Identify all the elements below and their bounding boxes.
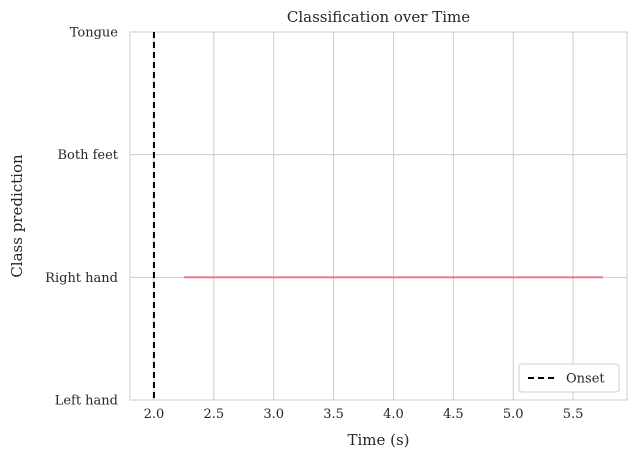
x-grid	[153, 32, 574, 400]
legend-box	[518, 363, 620, 393]
x-tick-label: 4.5	[443, 407, 464, 422]
x-tick-label: 5.0	[503, 407, 524, 422]
chart-title: Classification over Time	[287, 8, 470, 26]
legend-onset-label: Onset	[566, 372, 605, 387]
y-grid	[130, 31, 627, 401]
y-tick-label: Tongue	[70, 26, 119, 41]
x-axis-label: Time (s)	[347, 431, 409, 449]
legend: Onset	[518, 363, 620, 393]
y-tick-label: Right hand	[45, 271, 118, 286]
x-tick-label: 3.5	[323, 407, 344, 422]
y-tick-labels: Left hand Right hand Both feet Tongue	[45, 26, 119, 409]
plot-frame	[129, 31, 628, 401]
x-tick-label: 5.5	[563, 407, 584, 422]
y-axis-label: Class prediction	[8, 154, 26, 278]
x-tick-label: 3.0	[263, 407, 284, 422]
x-tick-label: 2.0	[144, 407, 165, 422]
x-tick-label: 4.0	[383, 407, 404, 422]
y-tick-label: Left hand	[55, 394, 118, 409]
x-tick-label: 2.5	[203, 407, 224, 422]
y-tick-label: Both feet	[57, 148, 118, 163]
x-tick-labels: 2.0 2.5 3.0 3.5 4.0 4.5 5.0 5.5	[144, 407, 584, 422]
